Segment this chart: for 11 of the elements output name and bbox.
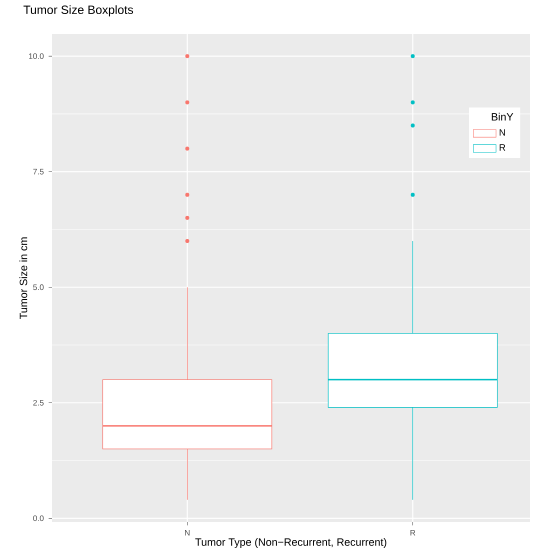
y-tick-label: 5.0 xyxy=(33,284,44,290)
y-tick-label: 2.5 xyxy=(33,400,44,406)
y-axis-title: Tumor Size in cm xyxy=(19,237,28,320)
legend-label: N xyxy=(500,129,505,136)
y-tick-label: 10.0 xyxy=(28,53,44,60)
legend-label: R xyxy=(500,144,506,151)
y-tick-label: 0.0 xyxy=(33,515,44,522)
chart-title: Tumor Size Boxplots xyxy=(24,5,134,16)
x-axis-title: Tumor Type (Non−Recurrent, Recurrent) xyxy=(195,538,386,548)
legend-title: BinY xyxy=(492,112,514,121)
y-tick-label: 7.5 xyxy=(33,168,44,175)
